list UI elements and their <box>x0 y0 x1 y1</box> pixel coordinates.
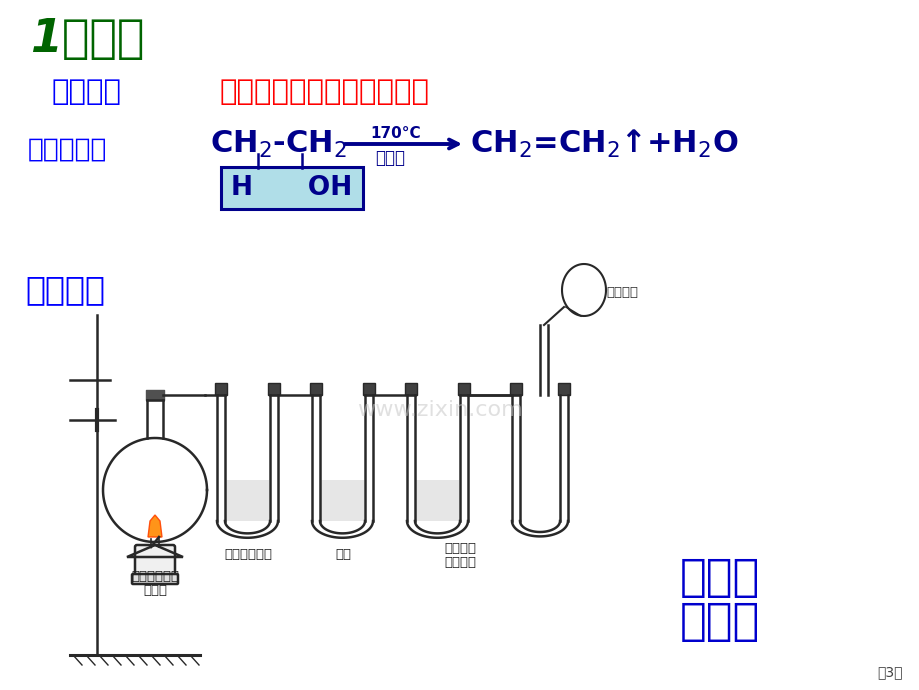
Text: 170°C: 170°C <box>369 126 420 141</box>
FancyBboxPatch shape <box>226 480 268 521</box>
FancyBboxPatch shape <box>558 383 570 395</box>
FancyBboxPatch shape <box>310 383 322 395</box>
Text: 试验装置: 试验装置 <box>25 273 105 306</box>
FancyBboxPatch shape <box>321 480 364 521</box>
Text: 化学药品: 化学药品 <box>52 78 122 106</box>
FancyBboxPatch shape <box>458 383 470 395</box>
FancyBboxPatch shape <box>267 383 279 395</box>
Text: 制乙烯: 制乙烯 <box>679 600 759 644</box>
Text: 橡皮气球: 橡皮气球 <box>606 286 637 299</box>
Text: 酒精、浓硫酸: 酒精、浓硫酸 <box>130 570 179 583</box>
Text: 试验室: 试验室 <box>679 557 759 600</box>
FancyBboxPatch shape <box>221 167 363 209</box>
Text: 1、乙烯: 1、乙烯 <box>30 17 144 63</box>
Text: 氮氧化钙溶液: 氮氧化钙溶液 <box>223 548 272 561</box>
Text: 酸钒溶液: 酸钒溶液 <box>444 556 475 569</box>
Text: CH$_2$=CH$_2$↑+H$_2$O: CH$_2$=CH$_2$↑+H$_2$O <box>470 128 738 160</box>
Text: 无水乙醇（酒精）、浓硫酸: 无水乙醇（酒精）、浓硫酸 <box>220 78 429 106</box>
Text: CH$_2$-CH$_2$: CH$_2$-CH$_2$ <box>210 128 346 159</box>
FancyBboxPatch shape <box>404 383 416 395</box>
FancyBboxPatch shape <box>215 383 227 395</box>
Text: 第3页: 第3页 <box>877 665 902 679</box>
FancyBboxPatch shape <box>131 574 177 584</box>
Text: H      OH: H OH <box>231 175 352 201</box>
FancyBboxPatch shape <box>415 480 459 521</box>
FancyBboxPatch shape <box>509 383 521 395</box>
FancyBboxPatch shape <box>135 545 175 577</box>
Text: www.zixin.com: www.zixin.com <box>357 400 522 420</box>
Text: 酸性高镆: 酸性高镆 <box>444 542 475 555</box>
Text: 澳水: 澳水 <box>335 548 351 561</box>
Text: 碎瓷片: 碎瓷片 <box>142 584 167 597</box>
FancyBboxPatch shape <box>363 383 375 395</box>
Text: 反应方程式: 反应方程式 <box>28 137 108 163</box>
Polygon shape <box>148 515 162 537</box>
Text: 浓硫酸: 浓硫酸 <box>375 149 404 167</box>
